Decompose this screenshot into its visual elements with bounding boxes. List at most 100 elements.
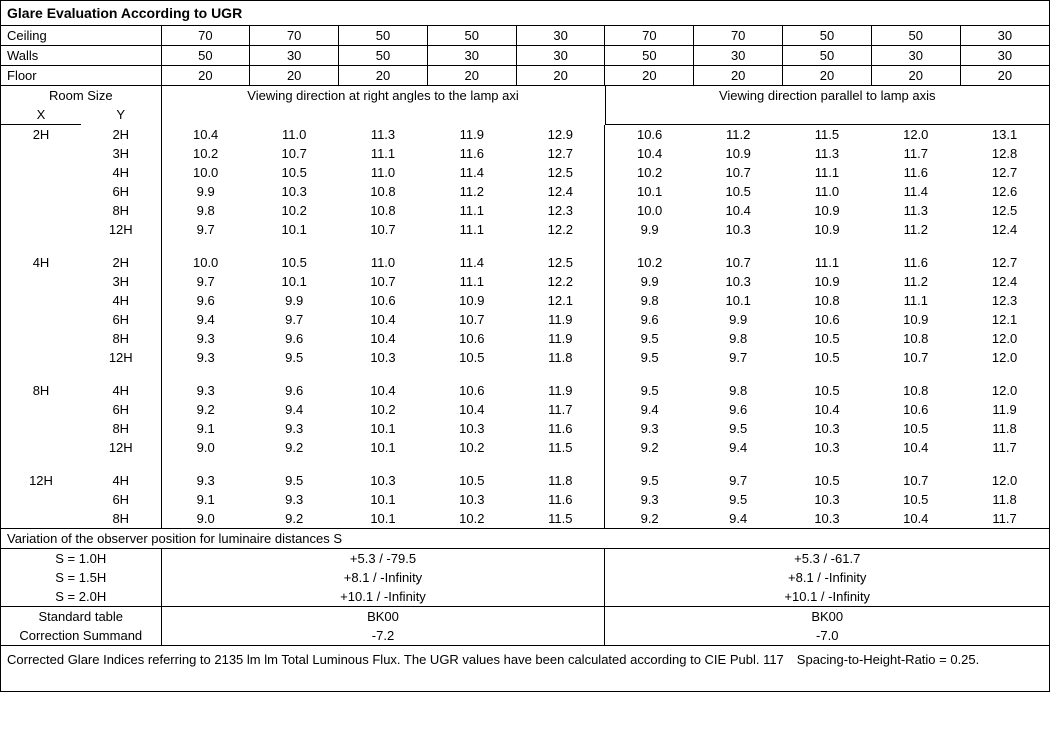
ugr-value: 9.9 (694, 310, 783, 329)
ugr-value: 10.3 (339, 471, 428, 490)
ugr-value: 11.0 (783, 182, 872, 201)
ugr-value: 10.5 (871, 490, 960, 509)
variation-section: Variation of the observer position for l… (1, 528, 1049, 646)
ugr-value: 10.8 (783, 291, 872, 310)
ugr-value: 9.0 (161, 509, 250, 528)
ugr-value: 11.0 (339, 163, 428, 182)
reflectance-value: 70 (605, 26, 694, 46)
ugr-value: 10.6 (427, 381, 516, 400)
ugr-value: 11.0 (339, 253, 428, 272)
ugr-value: 10.4 (871, 509, 960, 528)
ugr-value: 10.1 (250, 220, 339, 239)
reflectance-value: 50 (427, 26, 516, 46)
ugr-value: 12.7 (960, 253, 1049, 272)
reflectance-value: 30 (871, 46, 960, 66)
ugr-value: 9.6 (694, 400, 783, 419)
ugr-value: 9.8 (694, 381, 783, 400)
room-x-value: 4H (1, 253, 81, 272)
ugr-value: 12.0 (960, 329, 1049, 348)
ugr-value: 11.1 (783, 163, 872, 182)
ugr-value: 10.4 (783, 400, 872, 419)
ugr-value: 9.4 (694, 438, 783, 457)
ugr-value: 12.0 (871, 125, 960, 144)
ugr-value: 11.9 (516, 329, 605, 348)
ugr-value: 11.5 (516, 509, 605, 528)
ugr-value: 11.6 (871, 163, 960, 182)
standard-table-left: BK00 (161, 607, 605, 627)
ugr-value: 10.3 (783, 509, 872, 528)
room-size-label: Room Size (1, 86, 161, 105)
ugr-value: 9.9 (605, 272, 694, 291)
ugr-value: 12.3 (516, 201, 605, 220)
ugr-value: 9.5 (605, 348, 694, 367)
ugr-value: 11.6 (516, 419, 605, 438)
ugr-value: 11.4 (871, 182, 960, 201)
room-y-value: 8H (81, 509, 161, 528)
ugr-value: 9.9 (250, 291, 339, 310)
ugr-value: 12.1 (516, 291, 605, 310)
ugr-value: 10.8 (339, 182, 428, 201)
ugr-value: 12.8 (960, 144, 1049, 163)
ugr-value: 9.7 (694, 471, 783, 490)
ugr-value: 11.1 (427, 220, 516, 239)
reflectance-value: 20 (871, 66, 960, 86)
ugr-value: 10.5 (694, 182, 783, 201)
ugr-value: 12.3 (960, 291, 1049, 310)
ugr-value: 12.5 (516, 253, 605, 272)
room-x-value: 8H (1, 381, 81, 400)
reflectance-value: 20 (161, 66, 250, 86)
reflectance-value: 70 (250, 26, 339, 46)
room-x-value (1, 182, 81, 201)
ugr-value: 10.5 (250, 163, 339, 182)
title: Glare Evaluation According to UGR (1, 1, 1049, 26)
ugr-value: 12.6 (960, 182, 1049, 201)
ugr-value: 9.4 (605, 400, 694, 419)
ugr-value: 9.3 (161, 348, 250, 367)
correction-summand-label: Correction Summand (1, 626, 161, 646)
ugr-value: 10.4 (605, 144, 694, 163)
ugr-value: 10.4 (871, 438, 960, 457)
ugr-value: 10.5 (427, 348, 516, 367)
standard-table-label: Standard table (1, 607, 161, 627)
ugr-value: 11.1 (783, 253, 872, 272)
ugr-value: 10.7 (694, 163, 783, 182)
ugr-value: 11.1 (339, 144, 428, 163)
room-x-label: X (1, 105, 81, 125)
ugr-value: 9.4 (161, 310, 250, 329)
ugr-value: 9.7 (161, 272, 250, 291)
ugr-value: 10.3 (783, 438, 872, 457)
ugr-value: 11.8 (960, 490, 1049, 509)
ugr-value: 9.0 (161, 438, 250, 457)
ugr-value: 10.2 (161, 144, 250, 163)
variation-s-label: S = 1.5H (1, 568, 161, 587)
room-y-value: 12H (81, 438, 161, 457)
room-y-value: 2H (81, 253, 161, 272)
ugr-value: 9.2 (605, 438, 694, 457)
variation-right-value: +10.1 / -Infinity (605, 587, 1049, 607)
ugr-value: 12.2 (516, 220, 605, 239)
ugr-value: 10.3 (694, 220, 783, 239)
ugr-value: 12.9 (516, 125, 605, 144)
ugr-value: 11.6 (871, 253, 960, 272)
room-header-table: Room Size Viewing direction at right ang… (1, 86, 1049, 125)
ugr-value: 11.5 (783, 125, 872, 144)
ugr-value: 10.3 (339, 348, 428, 367)
ugr-value: 9.3 (161, 329, 250, 348)
ugr-value: 10.7 (339, 272, 428, 291)
reflectance-value: 20 (516, 66, 605, 86)
room-y-value: 8H (81, 201, 161, 220)
ugr-value: 11.9 (516, 381, 605, 400)
variation-right-value: +8.1 / -Infinity (605, 568, 1049, 587)
reflectance-value: 20 (339, 66, 428, 86)
ugr-value: 11.7 (871, 144, 960, 163)
ugr-value: 11.9 (516, 310, 605, 329)
ugr-value: 11.5 (516, 438, 605, 457)
variation-s-label: S = 2.0H (1, 587, 161, 607)
ugr-value: 11.3 (871, 201, 960, 220)
ugr-value: 9.5 (605, 329, 694, 348)
ugr-value: 10.4 (339, 329, 428, 348)
ugr-value: 10.8 (871, 329, 960, 348)
reflectance-value: 30 (250, 46, 339, 66)
room-y-value: 12H (81, 220, 161, 239)
ugr-value: 11.3 (339, 125, 428, 144)
